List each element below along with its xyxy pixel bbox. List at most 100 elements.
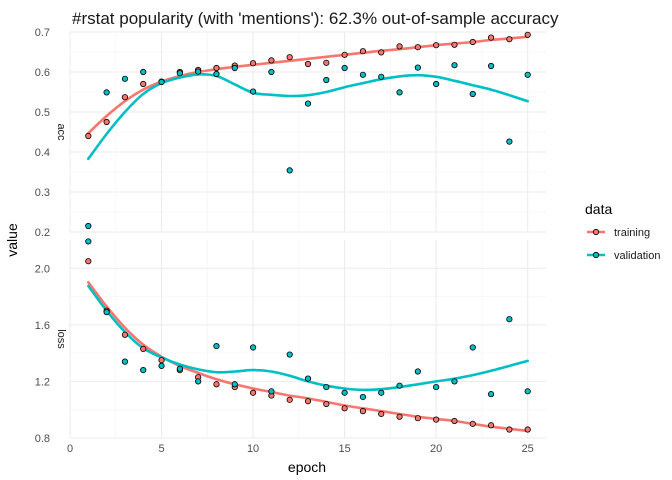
data-point-validation — [195, 68, 202, 75]
data-point-validation — [304, 100, 312, 107]
data-point-validation — [524, 388, 531, 395]
chart-title: #rstat popularity (with 'mentions'): 62.… — [72, 9, 559, 28]
data-point-validation — [213, 342, 220, 350]
data-point-training — [524, 426, 531, 433]
data-point-training — [140, 80, 147, 88]
data-point-validation — [378, 389, 385, 396]
legend-label-validation: validation — [614, 250, 660, 262]
y-tick-label: 0.5 — [35, 107, 50, 119]
data-point-validation — [140, 367, 147, 374]
data-point-training — [414, 44, 421, 51]
data-point-validation — [414, 64, 421, 71]
data-point-training — [451, 41, 458, 48]
data-point-validation — [249, 344, 257, 351]
panel-acc: 0.2 0.3 0.4 0.5 0.6 0.7 acc — [35, 27, 546, 239]
strip-label-acc: acc — [55, 123, 67, 141]
data-point-validation — [158, 78, 165, 86]
facet-panels: 0.2 0.3 0.4 0.5 0.6 0.7 acc 0.8 1.2 1.6 2.0 loss 0 5 1… — [35, 27, 546, 455]
data-point-training — [103, 118, 110, 126]
data-point-training — [378, 49, 385, 56]
data-point-validation — [341, 389, 348, 396]
data-point-training — [469, 420, 476, 427]
x-tick-label: 5 — [158, 443, 164, 455]
data-point-training — [268, 57, 275, 64]
data-point-training — [140, 345, 147, 352]
data-point-training — [506, 36, 513, 43]
data-point-validation — [433, 383, 440, 391]
data-point-validation — [268, 388, 275, 395]
data-point-training — [286, 54, 293, 61]
y-tick-label: 0.2 — [35, 227, 50, 239]
data-point-validation — [286, 167, 293, 174]
data-point-training — [414, 415, 421, 422]
data-point-validation — [176, 70, 183, 77]
data-point-validation — [103, 89, 110, 96]
data-point-validation — [85, 238, 92, 245]
data-point-training — [378, 410, 385, 418]
data-point-validation — [378, 73, 385, 80]
data-point-validation — [249, 88, 257, 95]
data-point-validation — [359, 393, 367, 401]
data-point-validation — [469, 344, 476, 351]
data-point-validation — [140, 68, 147, 76]
data-point-training — [487, 34, 495, 41]
data-point-training — [323, 59, 330, 66]
data-point-validation — [213, 70, 220, 78]
data-point-training — [249, 60, 257, 67]
y-tick-label: 2.0 — [35, 263, 50, 275]
data-point-validation — [323, 383, 330, 391]
data-point-validation — [487, 391, 495, 398]
y-tick-label: 1.2 — [35, 376, 50, 388]
data-point-training — [213, 381, 220, 388]
data-point-training — [341, 405, 348, 412]
data-point-training — [524, 31, 531, 38]
data-point-validation — [506, 316, 513, 323]
data-point-training — [433, 42, 440, 49]
data-point-validation — [323, 76, 330, 84]
data-point-validation — [231, 381, 238, 388]
data-point-validation — [121, 75, 129, 82]
data-point-validation — [195, 378, 202, 385]
panel-loss: 0.8 1.2 1.6 2.0 loss — [35, 238, 546, 445]
data-point-training — [451, 417, 458, 425]
data-point-training — [323, 400, 330, 408]
data-point-validation — [231, 64, 238, 72]
data-point-training — [213, 64, 220, 72]
data-point-validation — [85, 222, 92, 230]
y-axis-title: value — [4, 223, 20, 257]
data-point-training — [433, 416, 440, 423]
y-tick-label: 0.6 — [35, 67, 50, 79]
data-point-validation — [451, 62, 458, 69]
smooth-line-training — [87, 35, 529, 135]
data-point-validation — [396, 382, 403, 389]
data-point-training — [396, 413, 403, 420]
data-point-validation — [396, 89, 403, 96]
data-point-validation — [469, 90, 476, 98]
data-point-training — [341, 51, 348, 58]
data-point-training — [359, 48, 367, 55]
legend-key-training — [592, 228, 600, 236]
data-point-training — [304, 60, 312, 68]
data-point-validation — [304, 375, 312, 382]
data-point-validation — [414, 368, 421, 375]
data-point-training — [487, 422, 495, 429]
y-tick-label: 0.8 — [35, 433, 50, 445]
legend-label-training: training — [614, 227, 650, 239]
x-tick-label: 20 — [430, 443, 442, 455]
y-tick-label: 1.6 — [35, 320, 50, 332]
data-point-validation — [103, 309, 110, 316]
data-point-training — [396, 43, 403, 50]
data-point-validation — [487, 62, 495, 70]
data-point-training — [506, 426, 513, 433]
data-point-validation — [524, 71, 531, 78]
x-axis-title: epoch — [288, 459, 326, 475]
data-point-validation — [286, 351, 293, 358]
data-point-training — [85, 132, 92, 140]
data-point-training — [121, 331, 129, 338]
smooth-line-validation — [87, 284, 529, 392]
y-tick-label: 0.4 — [35, 147, 50, 159]
data-point-validation — [433, 80, 440, 88]
data-point-validation — [121, 358, 129, 365]
data-point-validation — [176, 365, 183, 372]
x-tick-label: 0 — [67, 443, 73, 455]
